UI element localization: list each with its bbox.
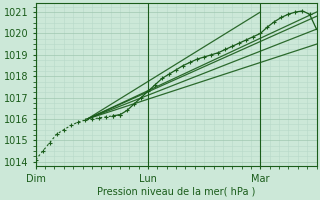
X-axis label: Pression niveau de la mer( hPa ): Pression niveau de la mer( hPa ) [97,187,255,197]
